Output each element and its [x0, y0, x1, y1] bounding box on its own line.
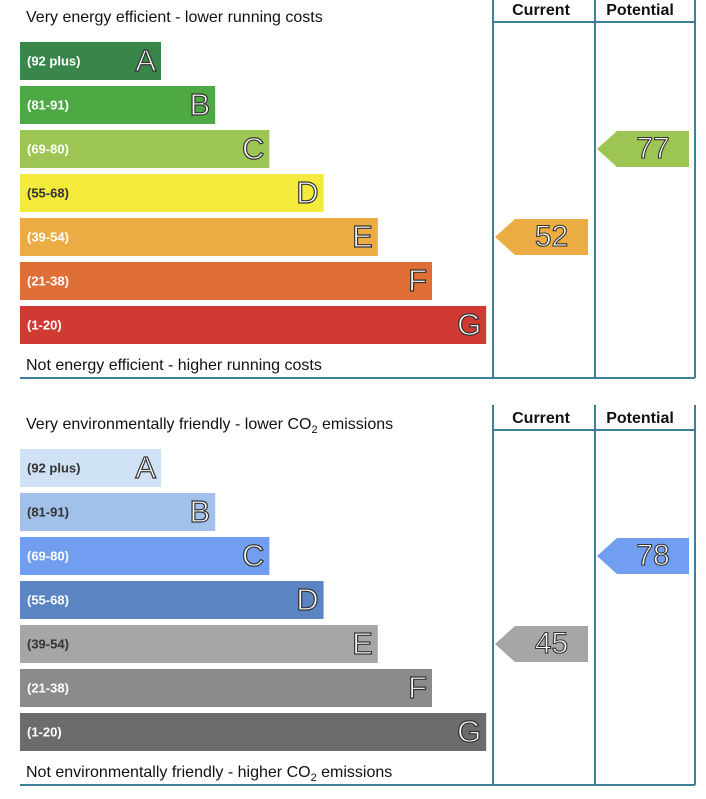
band-range: (1-20)	[27, 724, 62, 739]
rating-value: 52	[535, 220, 568, 253]
band-range: (21-38)	[27, 273, 69, 288]
band-letter: D	[296, 175, 318, 210]
rating-band	[20, 306, 487, 344]
band-letter: B	[190, 87, 211, 122]
panel-label: Very environmentally friendly - lower CO…	[26, 416, 393, 436]
band-letter: A	[135, 43, 156, 78]
band-letter: E	[352, 219, 373, 254]
band-letter: A	[135, 450, 156, 485]
band-range: (1-20)	[27, 317, 62, 332]
rating-band	[20, 262, 432, 300]
column-header: Current	[512, 410, 570, 427]
band-range: (92 plus)	[27, 53, 80, 68]
label-part: Not environmentally friendly - higher CO	[26, 764, 311, 781]
rating-arrow	[597, 538, 689, 574]
rating-band	[20, 581, 324, 619]
band-range: (55-68)	[27, 592, 69, 607]
label-part: emissions	[318, 416, 394, 433]
band-letter: E	[352, 626, 373, 661]
panel-label: Very energy efficient - lower running co…	[26, 9, 323, 26]
rating-band	[20, 449, 161, 487]
rating-band	[20, 218, 378, 256]
rating-value: 77	[636, 132, 669, 165]
band-range: (92 plus)	[27, 460, 80, 475]
band-letter: B	[190, 494, 211, 529]
rating-band	[20, 42, 161, 80]
band-letter: C	[242, 538, 264, 573]
rating-band	[20, 86, 216, 124]
band-range: (39-54)	[27, 229, 69, 244]
label-part: Very environmentally friendly - lower CO	[26, 416, 311, 433]
band-range: (55-68)	[27, 185, 69, 200]
band-range: (81-91)	[27, 97, 69, 112]
band-letter: G	[457, 714, 481, 749]
band-range: (39-54)	[27, 636, 69, 651]
subscript: 2	[311, 424, 317, 436]
band-letter: F	[408, 670, 427, 705]
rating-value: 78	[636, 539, 669, 572]
band-letter: D	[296, 582, 318, 617]
column-header: Potential	[606, 2, 674, 19]
rating-band	[20, 713, 487, 751]
rating-band	[20, 493, 216, 531]
rating-band	[20, 669, 432, 707]
band-range: (21-38)	[27, 680, 69, 695]
label-part: Very energy efficient - lower running co…	[26, 9, 323, 26]
subscript: 2	[311, 772, 317, 784]
band-range: (81-91)	[27, 504, 69, 519]
rating-band	[20, 537, 270, 575]
band-range: (69-80)	[27, 548, 69, 563]
panel-label: Not energy efficient - higher running co…	[26, 357, 322, 374]
band-letter: F	[408, 263, 427, 298]
rating-value: 45	[535, 627, 568, 660]
band-range: (69-80)	[27, 141, 69, 156]
band-letter: G	[457, 307, 481, 342]
column-header: Potential	[606, 410, 674, 427]
panel-label: Not environmentally friendly - higher CO…	[26, 764, 392, 784]
rating-arrow	[597, 131, 689, 167]
rating-band	[20, 130, 270, 168]
rating-band	[20, 174, 324, 212]
rating-band	[20, 625, 378, 663]
rating-arrow	[495, 219, 588, 255]
band-letter: C	[242, 131, 264, 166]
column-header: Current	[512, 2, 570, 19]
label-part: Not energy efficient - higher running co…	[26, 357, 322, 374]
rating-arrow	[495, 626, 588, 662]
label-part: emissions	[317, 764, 393, 781]
